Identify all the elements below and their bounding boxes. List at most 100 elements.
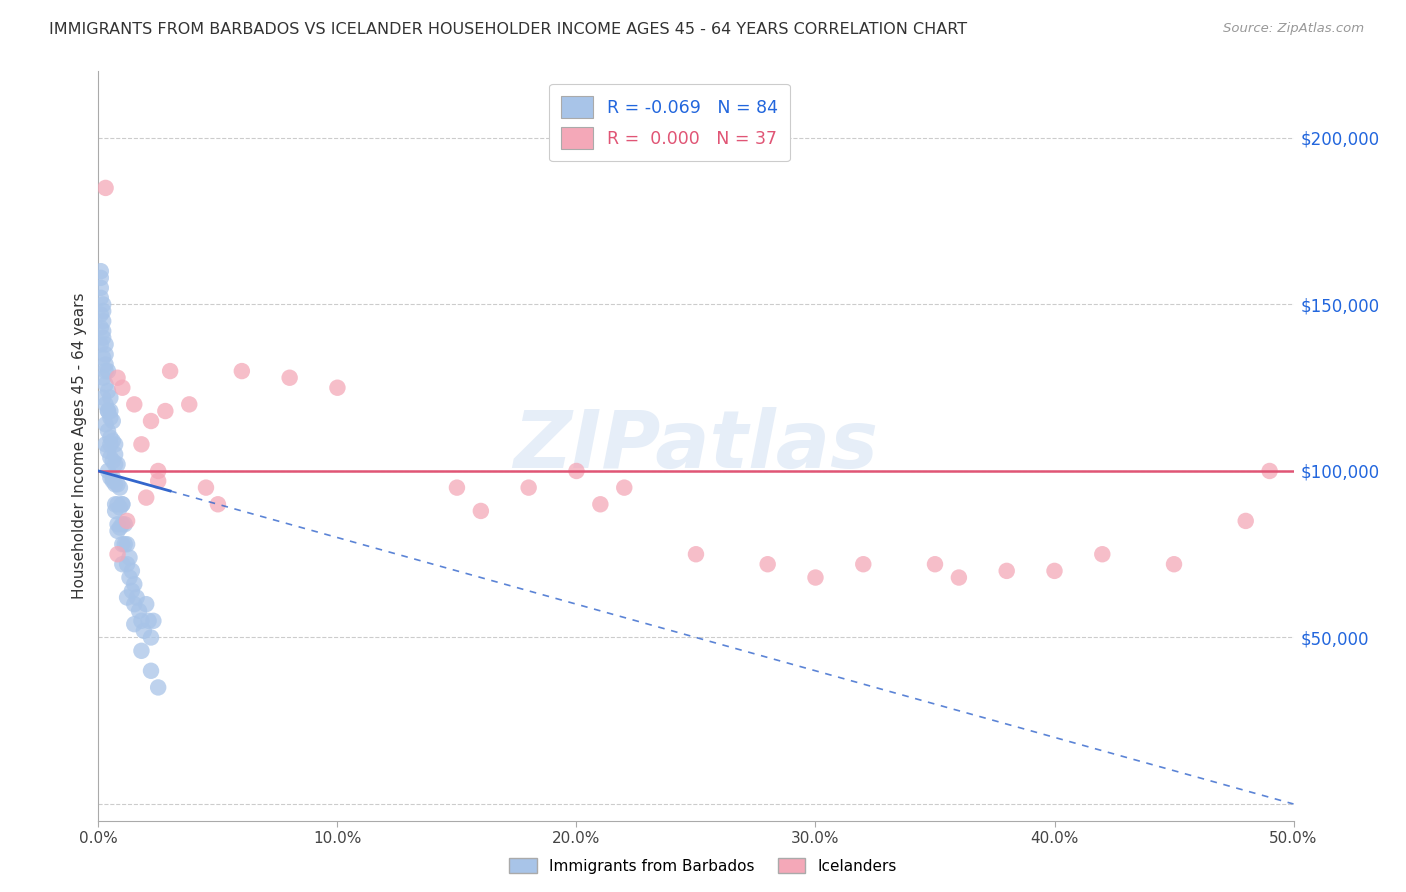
Point [135,597,157,611]
Point [148,474,170,488]
Point [108,500,131,515]
Point [124,577,146,591]
Point [139,414,162,428]
Point [115,558,138,572]
Legend: Immigrants from Barbados, Icelanders: Immigrants from Barbados, Icelanders [503,852,903,880]
Text: IMMIGRANTS FROM BARBADOS VS ICELANDER HOUSEHOLDER INCOME AGES 45 - 64 YEARS CORR: IMMIGRANTS FROM BARBADOS VS ICELANDER HO… [49,22,967,37]
Point [107,524,129,538]
Point [1091,547,1114,561]
Point [207,497,229,511]
Point [1234,514,1257,528]
Point [138,614,160,628]
Point [91,324,114,338]
Point [104,437,127,451]
Point [135,491,157,505]
Point [97,404,120,418]
Point [685,547,707,561]
Point [101,474,124,488]
Point [107,547,129,561]
Point [107,517,129,532]
Point [139,664,162,678]
Point [90,337,112,351]
Point [91,297,114,311]
Point [118,570,141,584]
Text: Source: ZipAtlas.com: Source: ZipAtlas.com [1223,22,1364,36]
Point [98,410,122,425]
Point [1043,564,1066,578]
Point [131,437,153,451]
Point [924,558,946,572]
Point [155,404,177,418]
Point [159,364,181,378]
Point [101,470,124,484]
Point [179,397,201,411]
Point [128,604,150,618]
Point [91,351,114,365]
Legend: R = -0.069   N = 84, R =  0.000   N = 37: R = -0.069 N = 84, R = 0.000 N = 37 [550,84,790,161]
Point [446,481,468,495]
Point [107,497,129,511]
Point [94,437,117,451]
Point [111,497,134,511]
Point [278,370,301,384]
Point [139,631,162,645]
Point [1163,558,1185,572]
Point [995,564,1018,578]
Point [101,454,124,468]
Point [90,281,112,295]
Point [121,564,143,578]
Point [231,364,253,378]
Point [104,447,127,461]
Point [613,481,636,495]
Point [114,537,136,551]
Point [94,337,117,351]
Point [91,314,114,328]
Point [111,497,134,511]
Point [131,644,153,658]
Point [804,570,827,584]
Point [97,424,120,438]
Point [94,397,117,411]
Point [115,591,138,605]
Point [565,464,588,478]
Point [111,517,134,532]
Point [94,364,117,378]
Point [97,464,120,478]
Point [948,570,970,584]
Point [111,381,134,395]
Point [98,470,122,484]
Point [98,391,122,405]
Point [125,591,148,605]
Point [104,477,127,491]
Text: ZIPatlas: ZIPatlas [513,407,879,485]
Y-axis label: Householder Income Ages 45 - 64 years: Householder Income Ages 45 - 64 years [72,293,87,599]
Point [94,377,117,392]
Point [90,320,112,334]
Point [115,514,138,528]
Point [104,497,127,511]
Point [195,481,218,495]
Point [104,458,127,472]
Point [132,624,155,638]
Point [98,431,122,445]
Point [90,308,112,322]
Point [94,358,117,372]
Point [98,450,122,465]
Point [101,434,124,448]
Point [118,550,141,565]
Point [91,304,114,318]
Point [91,370,114,384]
Point [107,458,129,472]
Point [111,558,134,572]
Point [756,558,779,572]
Point [470,504,492,518]
Point [98,404,122,418]
Point [852,558,875,572]
Point [589,497,612,511]
Point [1258,464,1281,478]
Point [326,381,349,395]
Point [114,517,136,532]
Point [107,477,129,491]
Point [108,481,131,495]
Point [94,347,117,361]
